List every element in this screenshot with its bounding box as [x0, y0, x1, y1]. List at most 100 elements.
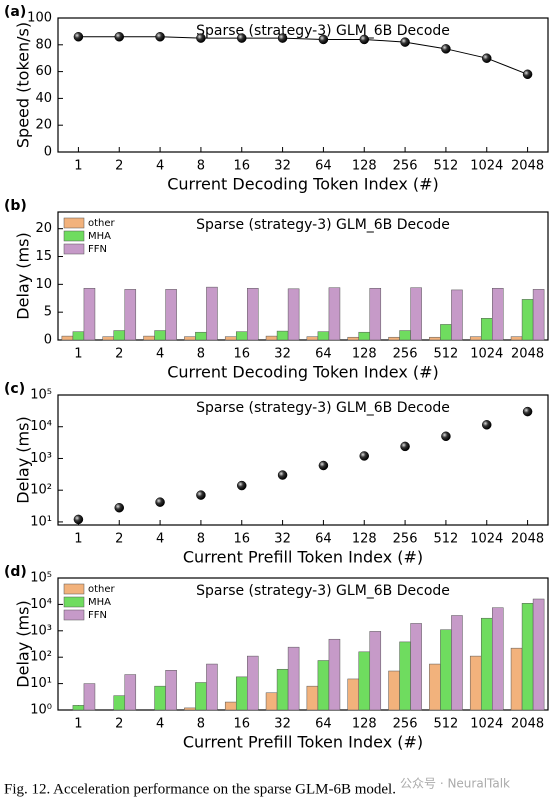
x-tick-label: 128 [352, 532, 377, 547]
bar [102, 336, 114, 341]
x-tick-label: 4 [156, 532, 164, 547]
x-tick-label: 2048 [511, 717, 544, 732]
bar [224, 701, 237, 711]
bar [265, 692, 278, 711]
y-tick-label: 15 [35, 249, 52, 264]
y-tick-label: 10 [35, 277, 52, 292]
y-tick-label: 10² [30, 483, 52, 498]
line [78, 36, 528, 75]
legend-swatch [63, 217, 85, 229]
legend-swatch [63, 596, 85, 608]
x-tick-label: 1024 [470, 347, 503, 362]
legend-label: MHA [88, 231, 111, 242]
caption: Fig. 12. Acceleration performance on the… [4, 781, 396, 797]
legend-swatch [63, 243, 85, 255]
x-tick-label: 1024 [470, 717, 503, 732]
x-tick-label: 64 [315, 717, 332, 732]
legend-label: FFN [88, 244, 107, 255]
y-tick-label: 0 [44, 333, 52, 348]
x-tick-label: 1 [74, 532, 82, 547]
y-tick-label: 20 [35, 221, 52, 236]
bar [492, 607, 504, 711]
y-tick-label: 10⁴ [30, 597, 52, 612]
legend-label: other [88, 584, 116, 595]
point [318, 34, 329, 45]
panel-label: (c) [4, 381, 25, 397]
bar [521, 299, 534, 341]
point [522, 406, 533, 417]
bar [124, 289, 137, 341]
panel-label: (a) [4, 4, 26, 20]
x-tick-label: 1 [74, 159, 82, 174]
y-axis-label: Delay (ms) [14, 232, 33, 319]
chart-title: Sparse (strategy-3) GLM_6B Decode [196, 583, 450, 599]
x-tick-label: 2048 [511, 347, 544, 362]
bar [358, 651, 371, 711]
y-tick-label: 10⁰ [30, 703, 52, 718]
bar [388, 670, 400, 711]
bar [429, 336, 441, 341]
x-tick-label: 1 [74, 717, 82, 732]
chart-title: Sparse (strategy-3) GLM_6B Decode [196, 23, 450, 39]
plot-frame [57, 211, 549, 341]
point [441, 431, 451, 442]
x-tick-label: 2 [115, 717, 123, 732]
point [237, 480, 247, 491]
plot-frame [57, 17, 549, 153]
bar [154, 685, 166, 711]
bar [410, 287, 422, 341]
y-tick-label: 20 [35, 118, 52, 133]
bar [399, 641, 411, 711]
point [196, 490, 206, 500]
legend-label: MHA [88, 597, 111, 608]
y-tick-label: 100 [27, 11, 52, 26]
x-axis-label: Current Prefill Token Index (#) [183, 733, 423, 752]
bar [113, 330, 126, 341]
bar [124, 674, 137, 711]
x-tick-label: 8 [197, 347, 205, 362]
point [114, 502, 124, 513]
legend-swatch [63, 230, 85, 242]
x-tick-label: 1 [74, 347, 82, 362]
y-tick-label: 80 [35, 37, 52, 52]
bar [165, 289, 177, 341]
point [237, 33, 247, 43]
x-axis-label: Current Decoding Token Index (#) [167, 363, 439, 382]
point [522, 69, 533, 80]
bar [429, 663, 441, 711]
x-tick-label: 32 [274, 159, 291, 174]
bar [451, 615, 463, 711]
bar [492, 287, 504, 341]
y-tick-label: 0 [44, 145, 52, 160]
x-tick-label: 256 [393, 717, 418, 732]
point [359, 451, 369, 461]
bar [451, 289, 463, 341]
bar [369, 631, 382, 711]
y-axis-label: Delay (ms) [14, 600, 33, 687]
x-tick-label: 16 [233, 347, 250, 362]
x-axis-label: Current Decoding Token Index (#) [167, 175, 439, 194]
bar [532, 289, 545, 341]
bar [317, 331, 330, 341]
point [400, 441, 410, 452]
bar [510, 336, 523, 341]
y-tick-label: 10⁵ [30, 388, 52, 403]
x-axis-label: Current Prefill Token Index (#) [183, 548, 423, 567]
bar [369, 287, 382, 341]
bar [347, 336, 359, 341]
bar [480, 318, 493, 341]
bar [328, 638, 341, 711]
x-tick-label: 512 [434, 532, 459, 547]
plot-frame [57, 577, 549, 711]
bar [306, 685, 319, 711]
bar [440, 629, 452, 711]
bar [521, 603, 534, 711]
legend-label: FFN [88, 610, 107, 621]
bar [532, 598, 545, 711]
bar [72, 705, 85, 711]
x-tick-label: 1024 [470, 532, 503, 547]
bar [83, 287, 96, 341]
point [155, 497, 165, 507]
